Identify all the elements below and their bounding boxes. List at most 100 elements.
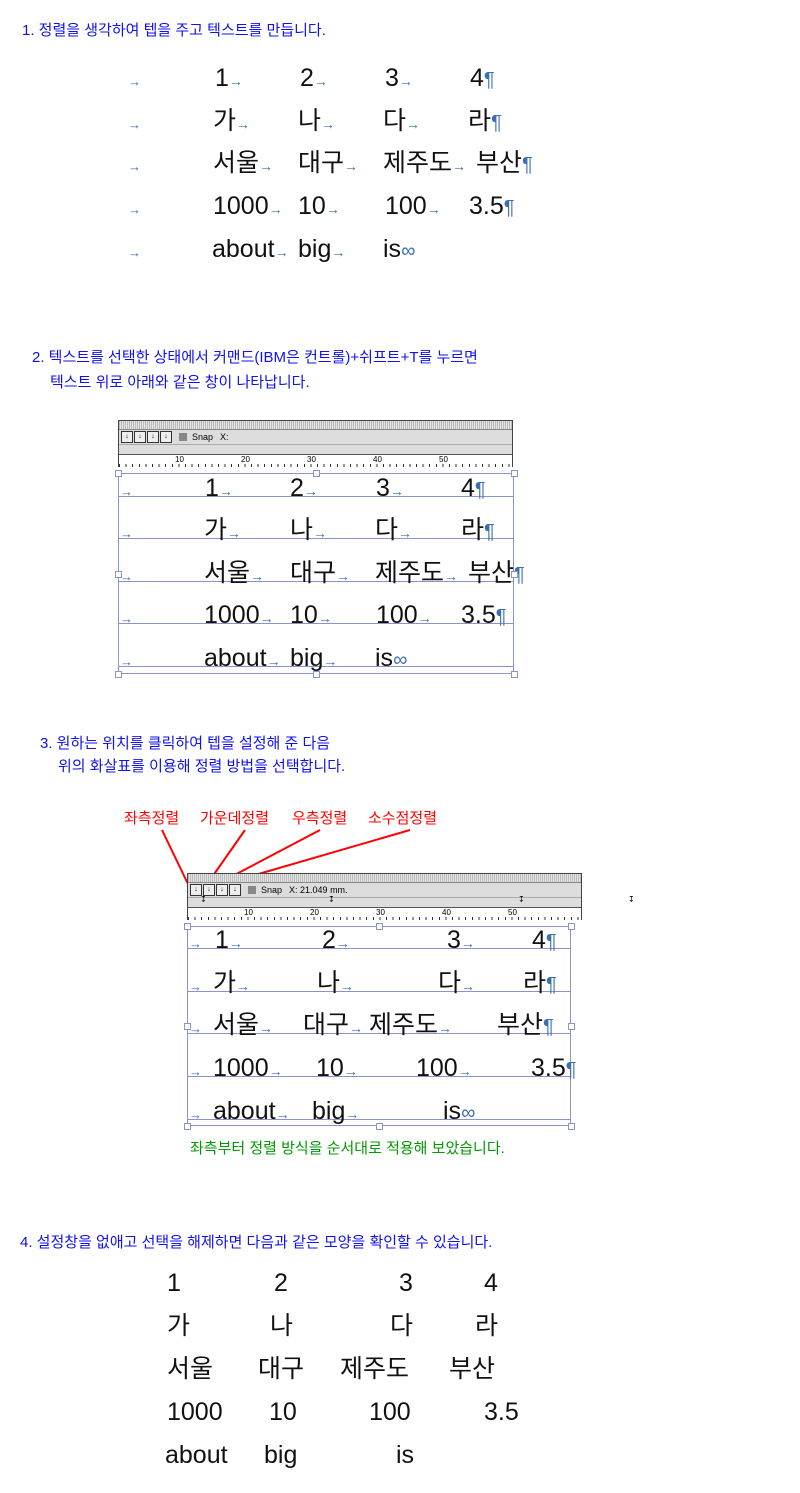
step3-cell: 제주도→ bbox=[369, 1010, 452, 1043]
snap-checkbox[interactable] bbox=[248, 886, 256, 894]
selection-handle[interactable] bbox=[184, 1023, 191, 1030]
cell-text: 2 bbox=[300, 64, 314, 92]
cell-text: 나 bbox=[317, 969, 341, 997]
tab-stop-marker[interactable]: ↧ bbox=[518, 895, 525, 904]
paragraph-mark: ¶ bbox=[491, 112, 502, 134]
selection-handle[interactable] bbox=[313, 470, 320, 477]
step3-cell: 대구→ bbox=[303, 1010, 363, 1043]
step4-cell: 3 bbox=[399, 1268, 413, 1298]
selection-handle[interactable] bbox=[115, 470, 122, 477]
tab-marker: → bbox=[236, 116, 251, 132]
selection-handle[interactable] bbox=[376, 1123, 383, 1130]
cell-text: 라 bbox=[475, 1312, 499, 1340]
step3-cell: 라¶ bbox=[523, 968, 557, 1000]
tab-stop-row[interactable]: ↧ ↧ ↧ ↧ bbox=[188, 895, 635, 907]
cell-text: 10 bbox=[298, 192, 326, 220]
tab-marker: → bbox=[266, 653, 281, 669]
step2-cell: 1→ bbox=[205, 473, 233, 506]
selection-handle[interactable] bbox=[511, 671, 518, 678]
selection-handle[interactable] bbox=[568, 923, 575, 930]
tab-stop-row[interactable] bbox=[119, 444, 512, 454]
cell-text: about bbox=[165, 1441, 228, 1469]
selection-handle[interactable] bbox=[184, 1123, 191, 1130]
step2-cell: big→ bbox=[290, 643, 337, 676]
step3-cell: 10→ bbox=[316, 1053, 358, 1086]
step3-cell: big→ bbox=[312, 1096, 359, 1129]
tab-marker: → bbox=[321, 116, 336, 132]
tab-marker: → bbox=[228, 935, 243, 951]
tab-marker: → bbox=[268, 1063, 283, 1079]
cell-text: 대구 bbox=[290, 559, 337, 587]
cell-text: 1000 bbox=[213, 1054, 269, 1082]
step3-cell: 가→ bbox=[213, 968, 250, 1001]
decimal-align-tab-button[interactable]: ↓ bbox=[160, 431, 172, 443]
step1-cell: 100→ bbox=[385, 191, 441, 224]
label-right-align: 우측정렬 bbox=[292, 810, 348, 827]
selection-handle[interactable] bbox=[184, 923, 191, 930]
cell-text: 다 bbox=[383, 107, 407, 135]
tab-marker: → bbox=[389, 483, 404, 499]
tabs-palette[interactable]: ↓ ↓ ↓ ↓ Snap X: 10 20 30 40 50 bbox=[118, 420, 513, 467]
tab-marker: → bbox=[457, 1063, 472, 1079]
selection-handle[interactable] bbox=[115, 671, 122, 678]
left-align-tab-button[interactable]: ↓ bbox=[121, 431, 133, 443]
center-align-tab-button[interactable]: ↓ bbox=[134, 431, 146, 443]
cell-text: about bbox=[212, 235, 275, 263]
step4-heading: 4. 설정창을 없애고 선택을 해제하면 다음과 같은 모양을 확인할 수 있습… bbox=[20, 1234, 493, 1251]
right-align-tab-button[interactable]: ↓ bbox=[216, 884, 228, 896]
selection-handle[interactable] bbox=[568, 1023, 575, 1030]
tab-marker: → bbox=[313, 73, 328, 89]
cell-text: 2 bbox=[322, 926, 336, 954]
tab-stop-marker[interactable]: ↧ bbox=[200, 895, 207, 904]
tab-marker: → bbox=[335, 935, 350, 951]
ruler-label: 20 bbox=[241, 455, 250, 464]
step4-cell: 부산 bbox=[449, 1354, 495, 1384]
tab-stop-marker[interactable]: ↧ bbox=[628, 895, 635, 904]
palette-title-bar[interactable] bbox=[188, 874, 581, 883]
baseline bbox=[118, 666, 513, 667]
selection-handle[interactable] bbox=[511, 570, 518, 578]
palette-toolbar: ↓ ↓ ↓ ↓ Snap X: 21.049 mm. bbox=[188, 883, 581, 897]
decimal-align-tab-button[interactable]: ↓ bbox=[229, 884, 241, 896]
step4-cell: big bbox=[264, 1440, 297, 1470]
tab-marker: → bbox=[331, 244, 346, 260]
right-align-tab-button[interactable]: ↓ bbox=[147, 431, 159, 443]
snap-checkbox[interactable] bbox=[179, 433, 187, 441]
baseline bbox=[118, 538, 513, 539]
step3-cell: is∞ bbox=[443, 1096, 475, 1128]
baseline bbox=[187, 1033, 570, 1034]
tabs-palette-set[interactable]: ↓ ↓ ↓ ↓ Snap X: 21.049 mm. ↧ ↧ ↧ ↧ 10 20 30 40 50 bbox=[187, 873, 635, 920]
ruler-label: 40 bbox=[442, 908, 451, 917]
step4-cell: about bbox=[165, 1440, 228, 1470]
cell-text: 1 bbox=[167, 1269, 181, 1297]
tab-stop-marker[interactable]: ↧ bbox=[328, 895, 335, 904]
cell-text: 2 bbox=[290, 474, 304, 502]
selection-handle[interactable] bbox=[115, 570, 122, 578]
step4-cell: 다 bbox=[390, 1311, 413, 1341]
cell-text: 라 bbox=[461, 516, 485, 544]
cell-text: 다 bbox=[375, 516, 399, 544]
cell-text: 100 bbox=[385, 192, 427, 220]
center-align-tab-button[interactable]: ↓ bbox=[203, 884, 215, 896]
selection-handle[interactable] bbox=[511, 470, 518, 477]
left-align-tab-button[interactable]: ↓ bbox=[190, 884, 202, 896]
tab-marker: → bbox=[189, 1021, 202, 1036]
baseline bbox=[118, 581, 513, 582]
ruler[interactable]: 10 20 30 40 50 bbox=[119, 454, 512, 467]
palette-title-bar[interactable] bbox=[119, 421, 512, 430]
step1-cell: 다→ bbox=[383, 106, 420, 139]
cell-text: 가 bbox=[213, 969, 237, 997]
step2-cell: 대구→ bbox=[290, 558, 350, 591]
ruler-label: 10 bbox=[244, 908, 253, 917]
selection-handle[interactable] bbox=[568, 1123, 575, 1130]
paragraph-mark: ¶ bbox=[565, 1059, 577, 1081]
paragraph-mark: ¶ bbox=[495, 606, 507, 628]
selection-handle[interactable] bbox=[376, 923, 383, 930]
step4-cell: 가 bbox=[167, 1311, 190, 1341]
cell-text: 다 bbox=[438, 969, 462, 997]
ruler[interactable]: 10 20 30 40 50 bbox=[188, 907, 581, 920]
selection-handle[interactable] bbox=[313, 671, 320, 678]
step4-cell: 3.5 bbox=[484, 1397, 519, 1427]
step4-cell: 제주도 bbox=[340, 1354, 409, 1384]
